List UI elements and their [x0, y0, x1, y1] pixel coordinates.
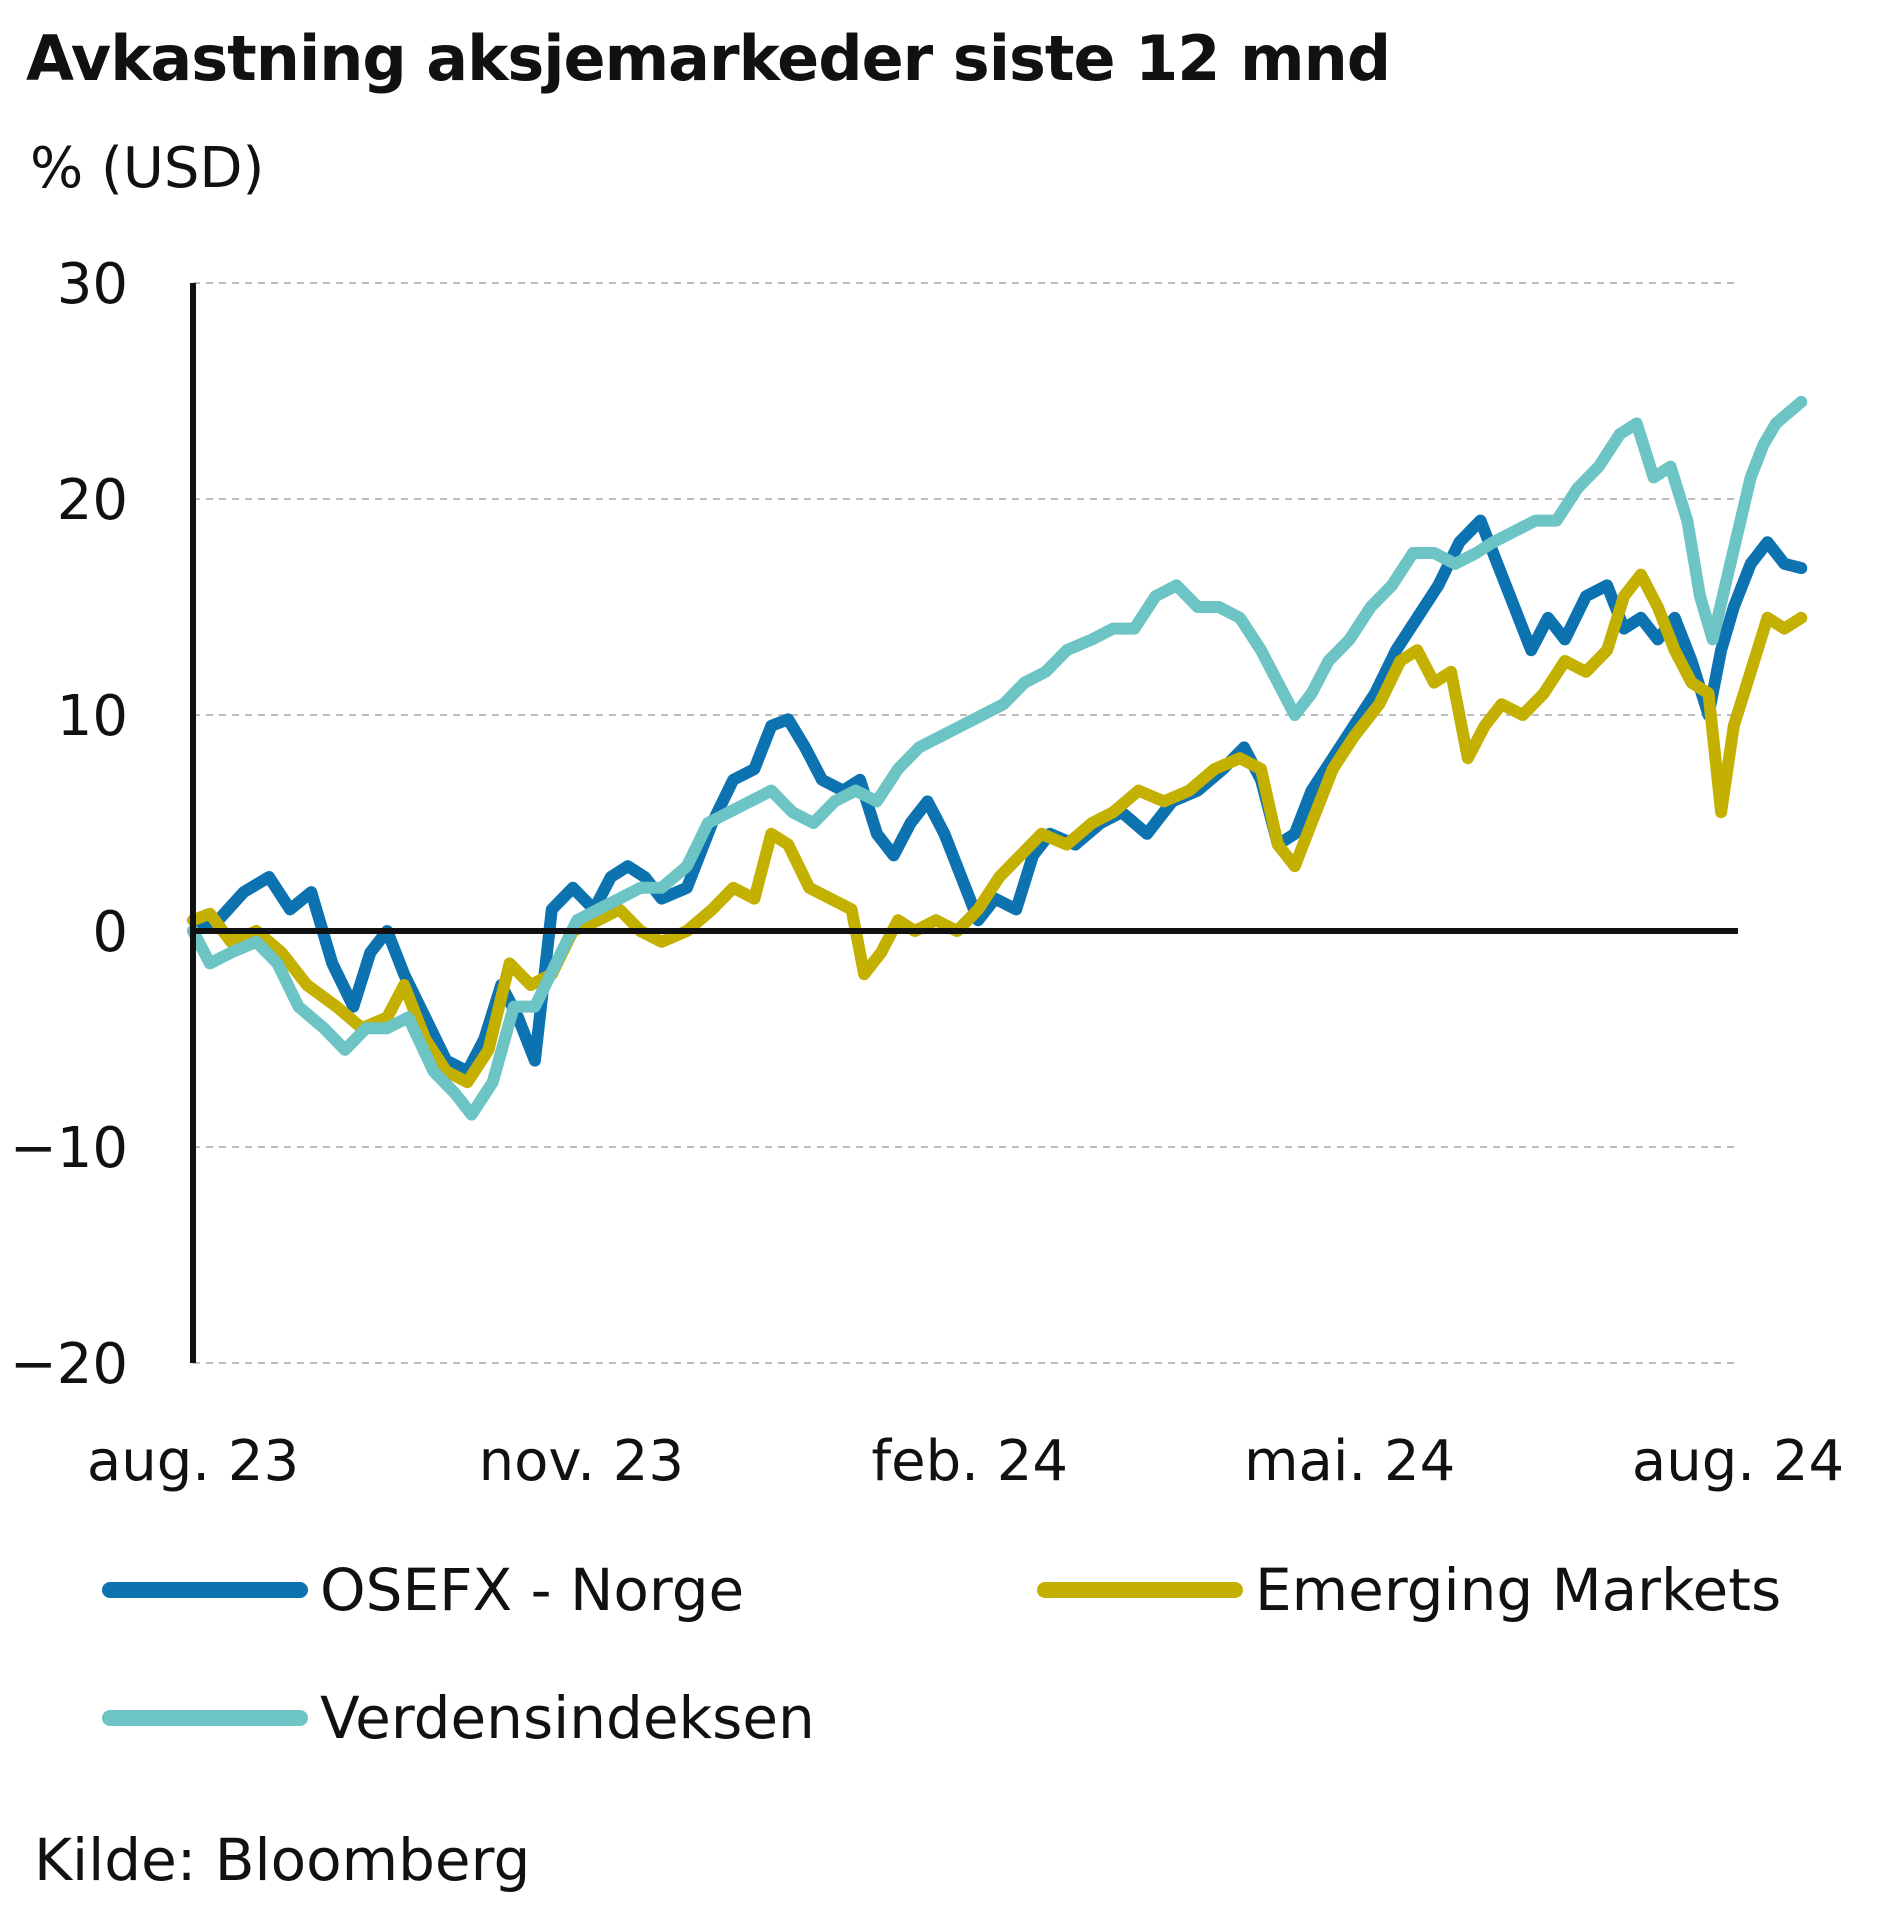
legend-label: Emerging Markets: [1255, 1556, 1781, 1624]
axes: [190, 283, 1738, 1363]
x-tick-label: aug. 24: [1632, 1429, 1844, 1494]
source-note: Kilde: Bloomberg: [34, 1826, 531, 1894]
y-tick-label: 10: [57, 684, 128, 749]
series-line-osefx-norge: [187, 514, 1808, 1078]
legend-label: OSEFX - Norge: [320, 1556, 744, 1624]
legend-label: Verdensindeksen: [320, 1684, 815, 1752]
y-tick-label: −20: [10, 1332, 128, 1397]
series-line-verdensindeksen: [187, 395, 1808, 1121]
chart-title: Avkastning aksjemarkeder siste 12 mnd: [26, 22, 1391, 95]
series-line-emerging-markets: [187, 568, 1808, 1089]
y-tick-label: 30: [57, 252, 128, 317]
series-lines: [187, 395, 1808, 1121]
y-tick-label: 20: [57, 468, 128, 533]
x-tick-label: feb. 24: [871, 1429, 1068, 1494]
x-tick-label: aug. 23: [87, 1429, 299, 1494]
x-tick-label: nov. 23: [479, 1429, 684, 1494]
y-tick-label: −10: [10, 1116, 128, 1181]
legend: OSEFX - Norge Emerging Markets Verdensinde…: [102, 1556, 1781, 1752]
x-tick-labels: aug. 23 nov. 23 feb. 24 mai. 24 aug. 24: [87, 1429, 1844, 1494]
x-tick-label: mai. 24: [1244, 1429, 1455, 1494]
y-tick-labels: 30 20 10 0 −10 −20: [10, 252, 128, 1397]
y-axis-unit-label: % (USD): [30, 136, 265, 201]
y-tick-label: 0: [92, 900, 128, 965]
gridlines: [193, 282, 1738, 1364]
